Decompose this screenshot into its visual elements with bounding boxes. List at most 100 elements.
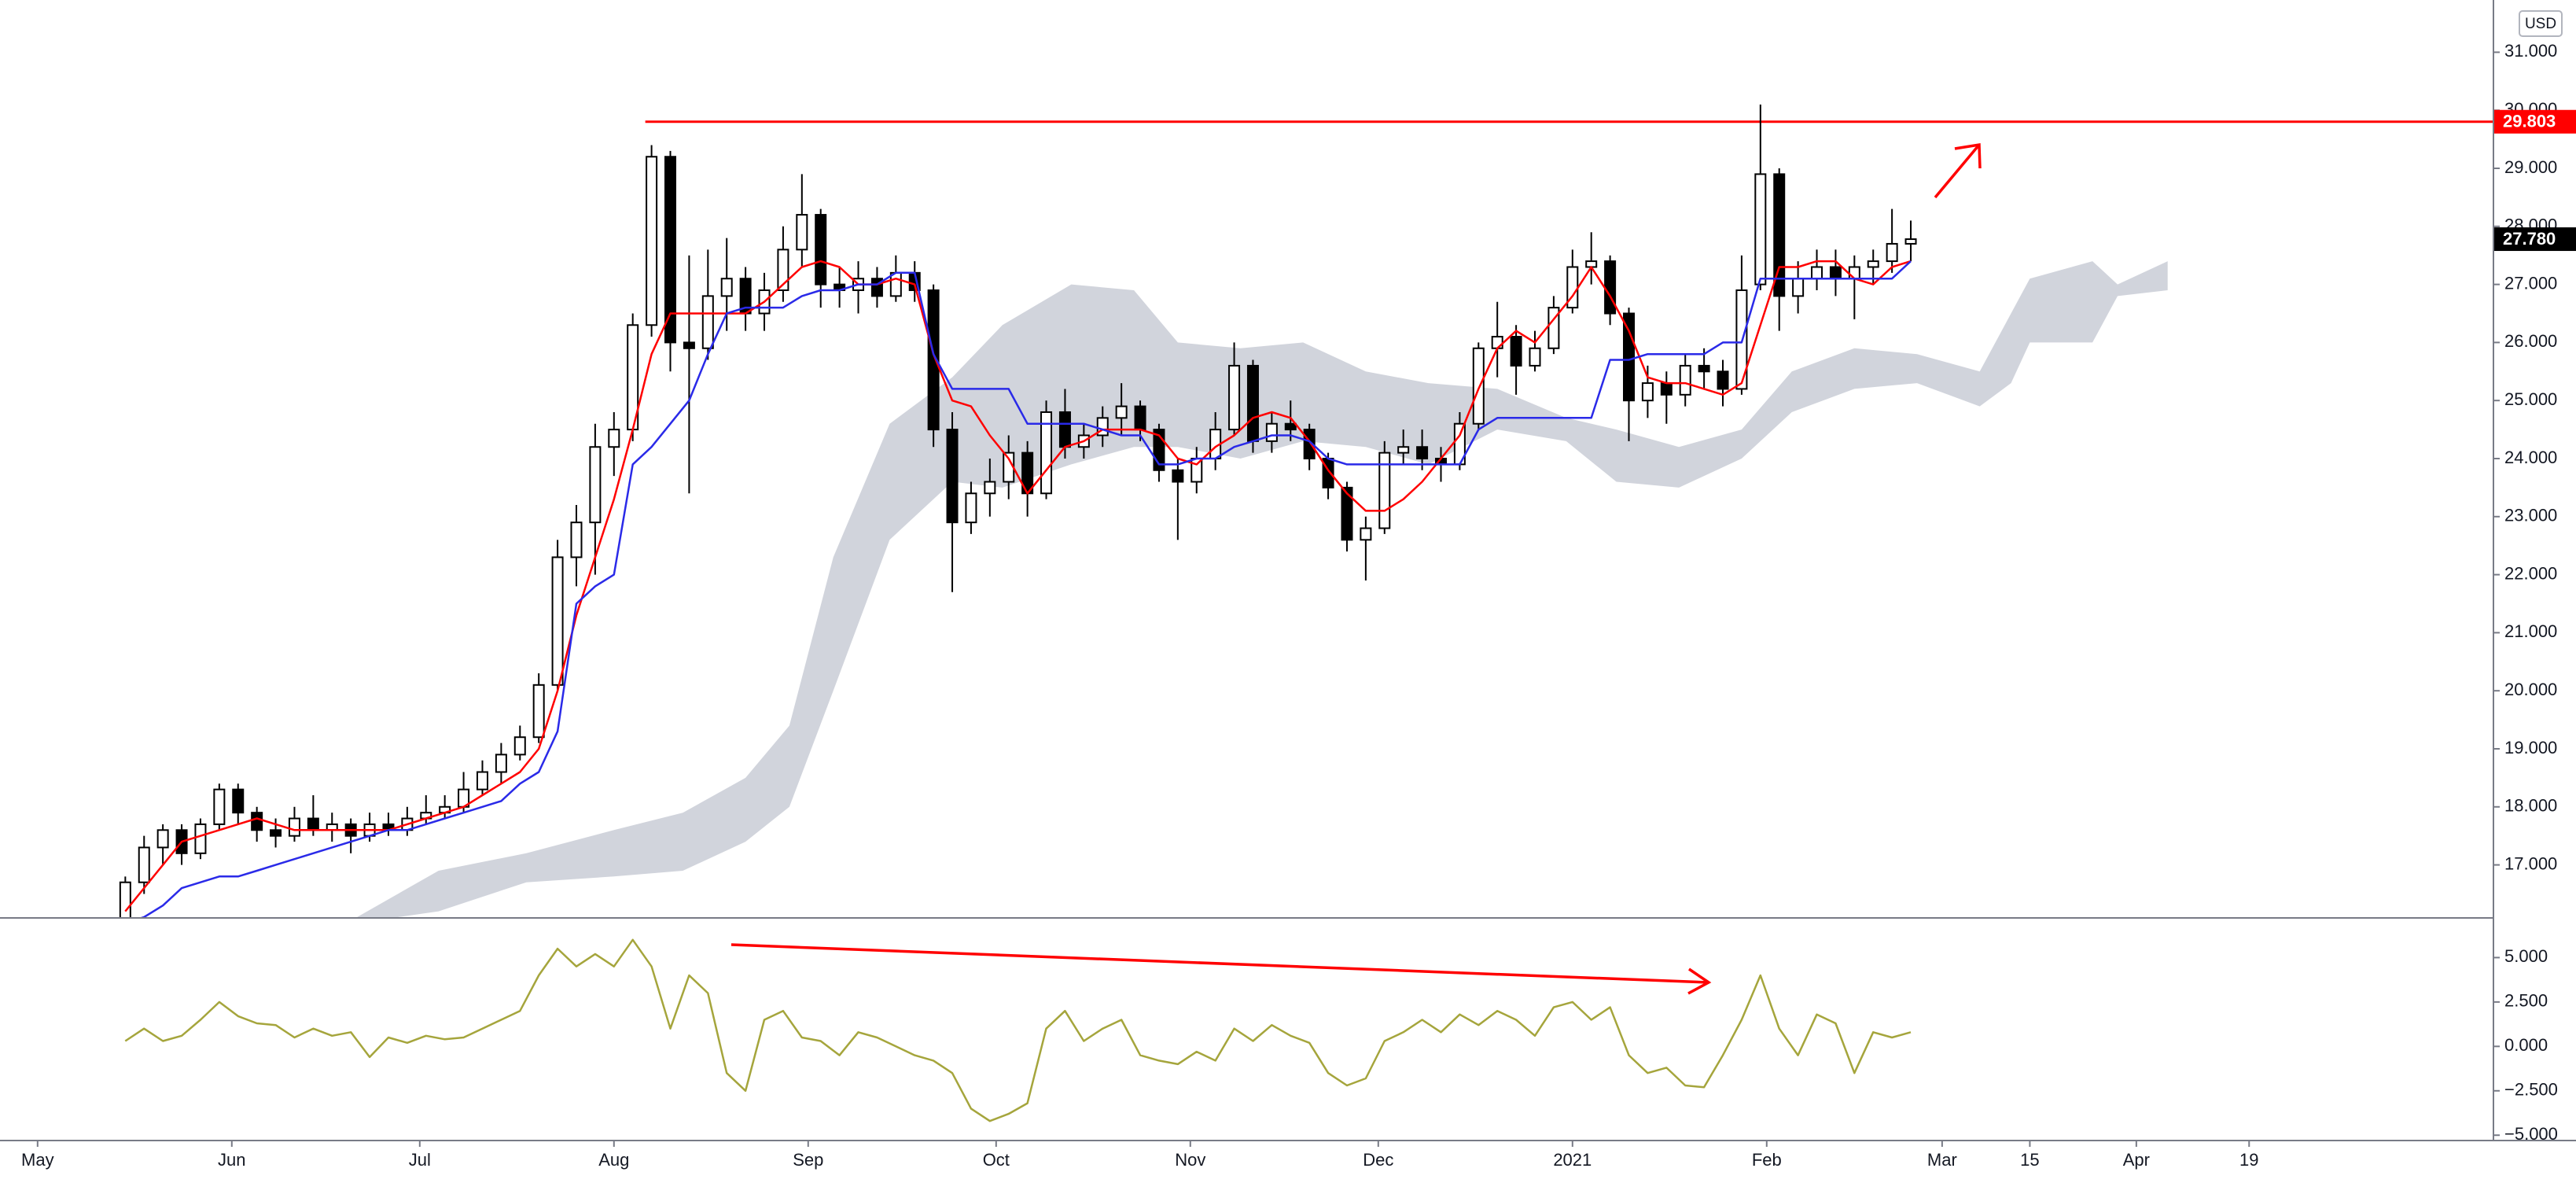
candle-body — [513, 736, 526, 756]
candle-body — [927, 289, 940, 431]
divergence-arrow — [730, 943, 1712, 995]
candle-body — [194, 823, 207, 854]
x-tick-label: 19 — [2239, 1150, 2258, 1170]
candle-body — [1547, 307, 1560, 349]
y-tick-label: 24.000 — [2504, 448, 2557, 467]
oscillator-pane — [124, 938, 1912, 1122]
candle-body — [1265, 422, 1278, 442]
candle-body — [1360, 527, 1372, 541]
candle-body — [1134, 405, 1146, 431]
y-tick-label: 31.000 — [2504, 41, 2557, 61]
candle-body — [1416, 446, 1429, 459]
candle-body — [119, 881, 131, 917]
currency-label: USD — [2525, 16, 2556, 32]
candle-body — [589, 446, 602, 524]
candle-body — [532, 684, 545, 739]
candle-body — [1623, 312, 1636, 402]
candle-body — [646, 156, 658, 326]
y-tick-label: 5.000 — [2504, 946, 2548, 966]
candle-body — [796, 214, 808, 251]
candle-body — [551, 556, 564, 686]
candle-body — [1773, 173, 1786, 297]
candle-body — [1491, 336, 1503, 349]
y-tick-label: 29.000 — [2504, 157, 2557, 177]
breakout-arrow — [1934, 142, 1982, 199]
y-tick-label: −2.500 — [2504, 1080, 2558, 1100]
candle-body — [156, 829, 169, 849]
x-tick-label: 15 — [2020, 1150, 2039, 1170]
y-tick-label: 27.000 — [2504, 273, 2557, 293]
candle-body — [1172, 469, 1184, 483]
candle-body — [213, 788, 226, 825]
y-tick-label: 2.500 — [2504, 991, 2548, 1011]
indicator-line — [124, 260, 1912, 912]
candle-body — [1397, 446, 1410, 454]
last-price-label: 27.780 — [2503, 229, 2556, 249]
y-tick-label: 0.000 — [2504, 1035, 2548, 1055]
last-price-box — [2493, 227, 2576, 252]
candle-body — [1246, 364, 1259, 442]
candle-body — [1058, 411, 1071, 448]
x-tick-label: Apr — [2123, 1150, 2150, 1170]
x-tick-label: Jul — [409, 1150, 431, 1170]
x-tick-label: Jun — [218, 1150, 245, 1170]
y-tick-label: 17.000 — [2504, 853, 2557, 873]
candle-body — [1829, 266, 1842, 280]
x-tick-label: Dec — [1363, 1150, 1393, 1170]
candle-body — [1472, 347, 1485, 425]
candle-body — [1698, 364, 1710, 373]
candle-body — [815, 214, 827, 286]
y-tick-label: 22.000 — [2504, 563, 2557, 583]
candle-body — [1792, 278, 1805, 297]
currency-box — [2519, 10, 2563, 37]
candle-body — [1717, 370, 1729, 390]
x-tick-label: 2021 — [1553, 1150, 1592, 1170]
candle-body — [664, 156, 677, 344]
candle-body — [608, 429, 620, 448]
candle-body — [777, 249, 789, 291]
candle-body — [1679, 364, 1691, 396]
candle-body — [1284, 422, 1297, 431]
y-tick-label: 20.000 — [2504, 680, 2557, 699]
x-tick-label: May — [21, 1150, 54, 1170]
candle-body — [1886, 242, 1898, 263]
candle-body — [1341, 486, 1353, 541]
price-pane — [119, 104, 2493, 917]
candle-body — [984, 481, 996, 495]
x-tick-label: Sep — [793, 1150, 823, 1170]
y-tick-label: 21.000 — [2504, 621, 2557, 641]
candle-body — [1660, 382, 1673, 396]
x-tick-label: Feb — [1752, 1150, 1782, 1170]
candle-body — [1641, 382, 1654, 402]
candle-body — [1604, 260, 1617, 315]
y-tick-label: 19.000 — [2504, 738, 2557, 757]
candle-body — [1754, 173, 1767, 286]
candle-body — [683, 341, 695, 349]
candle-body — [1529, 347, 1541, 367]
x-tick-label: Oct — [983, 1150, 1010, 1170]
y-tick-label: 25.000 — [2504, 389, 2557, 409]
candle-body — [138, 846, 150, 883]
candle-body — [1228, 364, 1241, 431]
candle-body — [1115, 405, 1128, 419]
candle-body — [495, 754, 507, 773]
candle-body — [307, 817, 319, 831]
candle-body — [946, 429, 959, 524]
x-tick-label: Mar — [1927, 1150, 1957, 1170]
candle-body — [965, 492, 977, 524]
y-tick-label: 26.000 — [2504, 331, 2557, 351]
candle-body — [1510, 336, 1522, 367]
candle-body — [288, 817, 300, 837]
candle-body — [476, 771, 488, 791]
y-tick-label: 23.000 — [2504, 506, 2557, 525]
candle-body — [1848, 266, 1860, 280]
x-tick-label: Aug — [598, 1150, 629, 1170]
candle-body — [720, 278, 733, 297]
cloud — [357, 261, 2168, 917]
x-tick-label: Nov — [1175, 1150, 1205, 1170]
resistance-label-box — [2493, 109, 2576, 134]
axes: 17.000 18.000 19.000 20.000 21.000 22.000 23.0… — [21, 41, 2576, 1170]
candle-body — [1867, 260, 1879, 268]
